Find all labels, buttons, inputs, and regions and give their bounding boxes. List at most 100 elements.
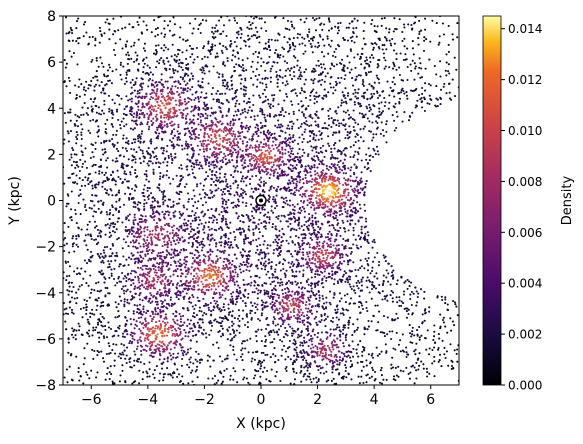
data-point — [310, 282, 313, 285]
data-point — [222, 81, 225, 84]
data-point — [234, 334, 237, 337]
data-point — [152, 52, 156, 55]
data-point — [235, 99, 238, 102]
data-point — [309, 362, 312, 365]
data-point — [348, 247, 351, 250]
data-point — [177, 294, 180, 297]
data-point — [400, 89, 403, 92]
data-point — [378, 47, 381, 50]
data-point — [333, 278, 336, 281]
data-point — [241, 255, 244, 258]
data-point — [428, 58, 431, 61]
data-point — [230, 42, 233, 45]
data-point — [367, 147, 370, 150]
data-point — [344, 100, 347, 103]
data-point — [238, 65, 241, 68]
data-point — [68, 265, 71, 268]
data-point — [87, 258, 91, 261]
data-point — [388, 66, 391, 69]
data-point — [377, 264, 380, 267]
data-point — [260, 328, 263, 331]
data-point — [359, 207, 362, 210]
data-point — [219, 324, 223, 328]
data-point — [317, 156, 320, 159]
data-point — [321, 305, 324, 308]
data-point — [147, 164, 150, 167]
data-point — [131, 295, 134, 298]
data-point — [323, 88, 326, 91]
data-point — [357, 375, 360, 378]
data-point — [103, 336, 106, 340]
data-point — [103, 276, 106, 279]
data-point — [89, 199, 92, 202]
data-point — [277, 103, 280, 106]
data-point — [138, 16, 141, 19]
data-point — [245, 202, 248, 205]
data-point — [354, 141, 357, 144]
data-point — [425, 367, 428, 370]
data-point — [359, 136, 362, 139]
data-point — [100, 321, 103, 324]
data-point — [226, 85, 230, 88]
data-point — [162, 152, 165, 155]
data-point — [124, 45, 128, 48]
data-point — [315, 321, 318, 324]
data-point — [82, 363, 85, 366]
data-point — [445, 92, 448, 95]
data-point — [306, 327, 309, 330]
data-point — [126, 105, 129, 108]
data-point — [287, 183, 290, 186]
data-point — [252, 217, 255, 220]
data-point — [334, 328, 337, 331]
data-point — [221, 327, 224, 330]
data-point — [360, 171, 363, 174]
data-point — [189, 222, 192, 225]
data-point — [162, 149, 165, 152]
data-point — [291, 334, 294, 337]
data-point — [236, 317, 240, 320]
data-point — [384, 101, 387, 104]
data-point — [443, 346, 446, 349]
data-point — [360, 63, 363, 66]
data-point — [122, 238, 125, 241]
data-point — [341, 58, 344, 61]
data-point — [375, 115, 378, 118]
data-point — [379, 132, 382, 135]
data-point — [305, 341, 308, 344]
data-point — [267, 38, 271, 41]
data-point — [127, 219, 130, 222]
data-point — [186, 158, 189, 161]
data-point — [211, 169, 214, 173]
data-point — [309, 37, 313, 40]
data-point — [336, 229, 339, 232]
data-point — [115, 228, 118, 231]
data-point — [293, 48, 296, 51]
data-point — [357, 139, 360, 142]
data-point — [265, 86, 268, 89]
data-point — [87, 233, 90, 236]
data-point — [327, 52, 330, 55]
data-point — [359, 245, 363, 248]
data-point — [138, 308, 141, 311]
data-point — [318, 299, 321, 302]
data-point — [80, 113, 83, 117]
data-point — [268, 221, 271, 224]
data-point — [148, 368, 151, 371]
data-point — [168, 304, 171, 307]
data-point — [296, 32, 299, 36]
data-point — [240, 180, 243, 183]
data-point — [122, 117, 125, 120]
data-point — [121, 271, 124, 275]
data-point — [247, 109, 250, 112]
data-point — [80, 131, 83, 134]
data-point — [75, 291, 78, 294]
data-point — [113, 364, 116, 367]
data-point — [242, 340, 245, 343]
data-point — [385, 39, 388, 42]
data-point — [318, 294, 321, 297]
data-point — [190, 228, 194, 231]
data-point — [185, 183, 188, 186]
data-point — [313, 133, 316, 136]
data-point — [96, 299, 99, 302]
data-point — [172, 72, 176, 75]
